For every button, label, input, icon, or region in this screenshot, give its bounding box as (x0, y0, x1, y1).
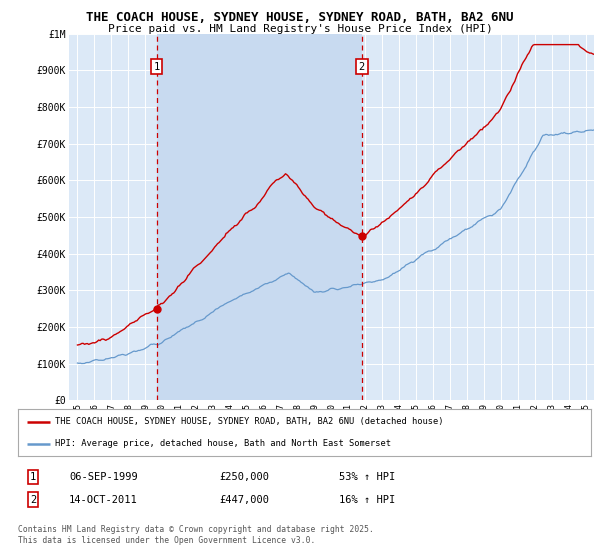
Text: £447,000: £447,000 (219, 494, 269, 505)
Bar (157, 34, 362, 400)
Text: Price paid vs. HM Land Registry's House Price Index (HPI): Price paid vs. HM Land Registry's House … (107, 24, 493, 34)
Text: THE COACH HOUSE, SYDNEY HOUSE, SYDNEY ROAD, BATH, BA2 6NU: THE COACH HOUSE, SYDNEY HOUSE, SYDNEY RO… (86, 11, 514, 24)
Text: 14-OCT-2011: 14-OCT-2011 (69, 494, 138, 505)
Text: HPI: Average price, detached house, Bath and North East Somerset: HPI: Average price, detached house, Bath… (55, 439, 391, 448)
Text: 1: 1 (30, 472, 36, 482)
Text: £250,000: £250,000 (219, 472, 269, 482)
Text: 16% ↑ HPI: 16% ↑ HPI (339, 494, 395, 505)
Text: 1: 1 (154, 62, 160, 72)
Text: 2: 2 (30, 494, 36, 505)
Text: 53% ↑ HPI: 53% ↑ HPI (339, 472, 395, 482)
Text: THE COACH HOUSE, SYDNEY HOUSE, SYDNEY ROAD, BATH, BA2 6NU (detached house): THE COACH HOUSE, SYDNEY HOUSE, SYDNEY RO… (55, 417, 444, 426)
Text: 2: 2 (359, 62, 365, 72)
Text: Contains HM Land Registry data © Crown copyright and database right 2025.
This d: Contains HM Land Registry data © Crown c… (18, 525, 374, 545)
Text: 06-SEP-1999: 06-SEP-1999 (69, 472, 138, 482)
